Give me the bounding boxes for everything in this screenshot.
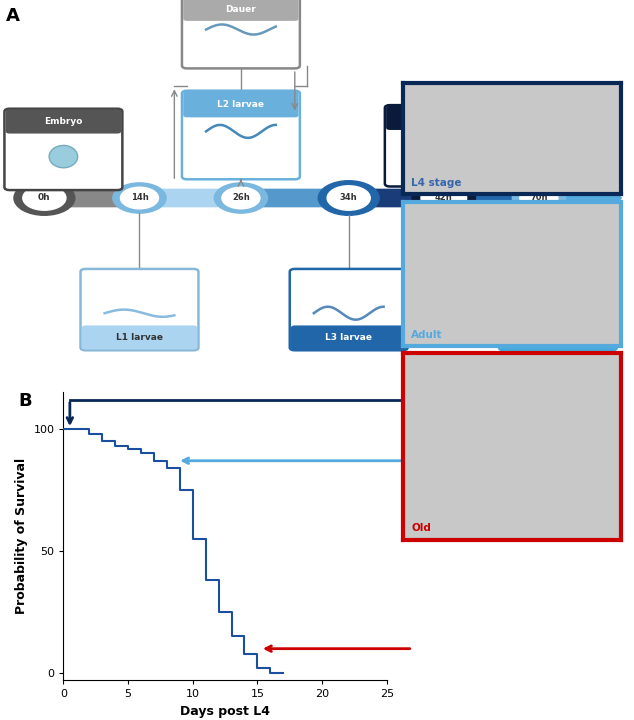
Circle shape bbox=[520, 187, 558, 209]
Text: L3 larvae: L3 larvae bbox=[325, 333, 372, 342]
Circle shape bbox=[214, 183, 268, 213]
FancyBboxPatch shape bbox=[182, 91, 300, 179]
FancyBboxPatch shape bbox=[183, 0, 299, 21]
FancyArrow shape bbox=[44, 186, 139, 210]
Text: 0h: 0h bbox=[38, 194, 51, 202]
Text: Adult: Adult bbox=[411, 330, 443, 340]
FancyBboxPatch shape bbox=[81, 269, 198, 350]
Bar bbox=[504, 328, 612, 338]
Ellipse shape bbox=[49, 145, 78, 168]
Text: L4 larvae: L4 larvae bbox=[420, 114, 467, 122]
FancyBboxPatch shape bbox=[4, 109, 122, 190]
Circle shape bbox=[318, 181, 379, 215]
Text: 26h: 26h bbox=[232, 194, 250, 202]
Text: 34h: 34h bbox=[340, 194, 358, 202]
FancyBboxPatch shape bbox=[6, 109, 121, 134]
Circle shape bbox=[23, 186, 66, 210]
Bar bbox=[390, 118, 498, 128]
Text: Dauer: Dauer bbox=[226, 5, 256, 14]
Bar bbox=[187, 9, 295, 19]
FancyBboxPatch shape bbox=[386, 106, 501, 130]
Text: Old: Old bbox=[411, 523, 431, 533]
FancyArrow shape bbox=[241, 186, 349, 210]
Text: 14h: 14h bbox=[131, 194, 148, 202]
Text: Embryo: Embryo bbox=[44, 117, 82, 126]
FancyBboxPatch shape bbox=[499, 269, 617, 350]
Text: L4 stage: L4 stage bbox=[411, 178, 462, 188]
Bar bbox=[295, 328, 403, 338]
Y-axis label: Probability of Survival: Probability of Survival bbox=[15, 459, 28, 614]
Text: Adult: Adult bbox=[544, 333, 572, 342]
X-axis label: Days post L4: Days post L4 bbox=[180, 705, 270, 718]
Circle shape bbox=[421, 185, 467, 211]
FancyArrow shape bbox=[444, 186, 539, 210]
FancyArrow shape bbox=[349, 186, 444, 210]
FancyBboxPatch shape bbox=[385, 105, 503, 186]
Text: L2 larvae: L2 larvae bbox=[217, 100, 264, 109]
FancyBboxPatch shape bbox=[291, 325, 406, 349]
Circle shape bbox=[412, 180, 476, 216]
FancyBboxPatch shape bbox=[290, 269, 408, 350]
Bar bbox=[10, 122, 117, 132]
Circle shape bbox=[512, 183, 566, 213]
FancyBboxPatch shape bbox=[500, 325, 616, 349]
Circle shape bbox=[113, 183, 166, 213]
Bar bbox=[187, 104, 295, 115]
Circle shape bbox=[120, 187, 158, 209]
Bar bbox=[86, 328, 193, 338]
FancyArrow shape bbox=[539, 186, 621, 210]
FancyArrow shape bbox=[139, 186, 241, 210]
Circle shape bbox=[327, 186, 370, 210]
Text: B: B bbox=[18, 392, 32, 410]
Text: 42h: 42h bbox=[435, 194, 453, 202]
Text: L1 larvae: L1 larvae bbox=[116, 333, 163, 342]
Circle shape bbox=[222, 187, 260, 209]
Text: 70h: 70h bbox=[530, 194, 548, 202]
FancyBboxPatch shape bbox=[183, 91, 299, 117]
FancyBboxPatch shape bbox=[82, 325, 197, 349]
FancyBboxPatch shape bbox=[182, 0, 300, 68]
Text: A: A bbox=[6, 7, 20, 25]
Circle shape bbox=[14, 181, 75, 215]
